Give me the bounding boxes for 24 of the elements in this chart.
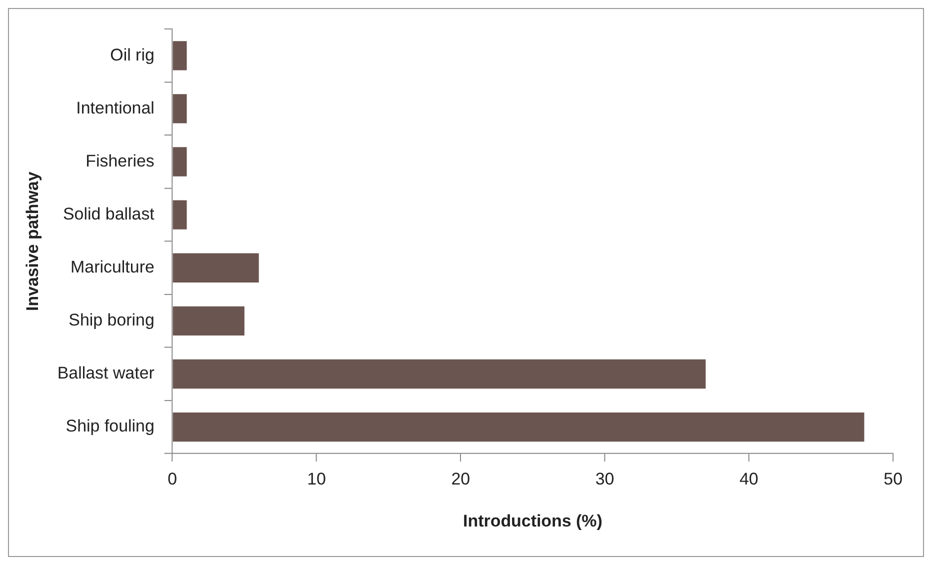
x-tick-label: 50 <box>884 469 902 488</box>
x-tick-label: 10 <box>307 469 326 488</box>
y-tick-label: Mariculture <box>70 258 154 277</box>
y-tick-label: Ship boring <box>68 310 154 330</box>
bar <box>172 412 864 442</box>
bar <box>172 359 706 389</box>
x-tick-label: 0 <box>168 469 178 488</box>
bar <box>172 306 244 336</box>
bar <box>172 253 259 282</box>
bar <box>172 94 187 124</box>
x-tick-label: 20 <box>451 469 470 488</box>
bar <box>172 41 187 70</box>
y-tick-label: Oil rig <box>110 45 154 64</box>
y-tick-label: Ship fouling <box>66 416 154 436</box>
bar <box>172 200 187 230</box>
y-tick-label: Intentional <box>76 98 154 118</box>
y-tick-label: Ballast water <box>57 364 155 383</box>
y-axis-title: Invasive pathway <box>22 171 42 311</box>
x-tick-label: 40 <box>739 469 758 488</box>
y-tick-label: Fisheries <box>86 151 154 170</box>
x-axis-title: Introductions (%) <box>463 512 602 531</box>
x-tick-label: 30 <box>595 469 614 488</box>
bar <box>172 147 187 176</box>
y-tick-label: Solid ballast <box>62 204 155 224</box>
